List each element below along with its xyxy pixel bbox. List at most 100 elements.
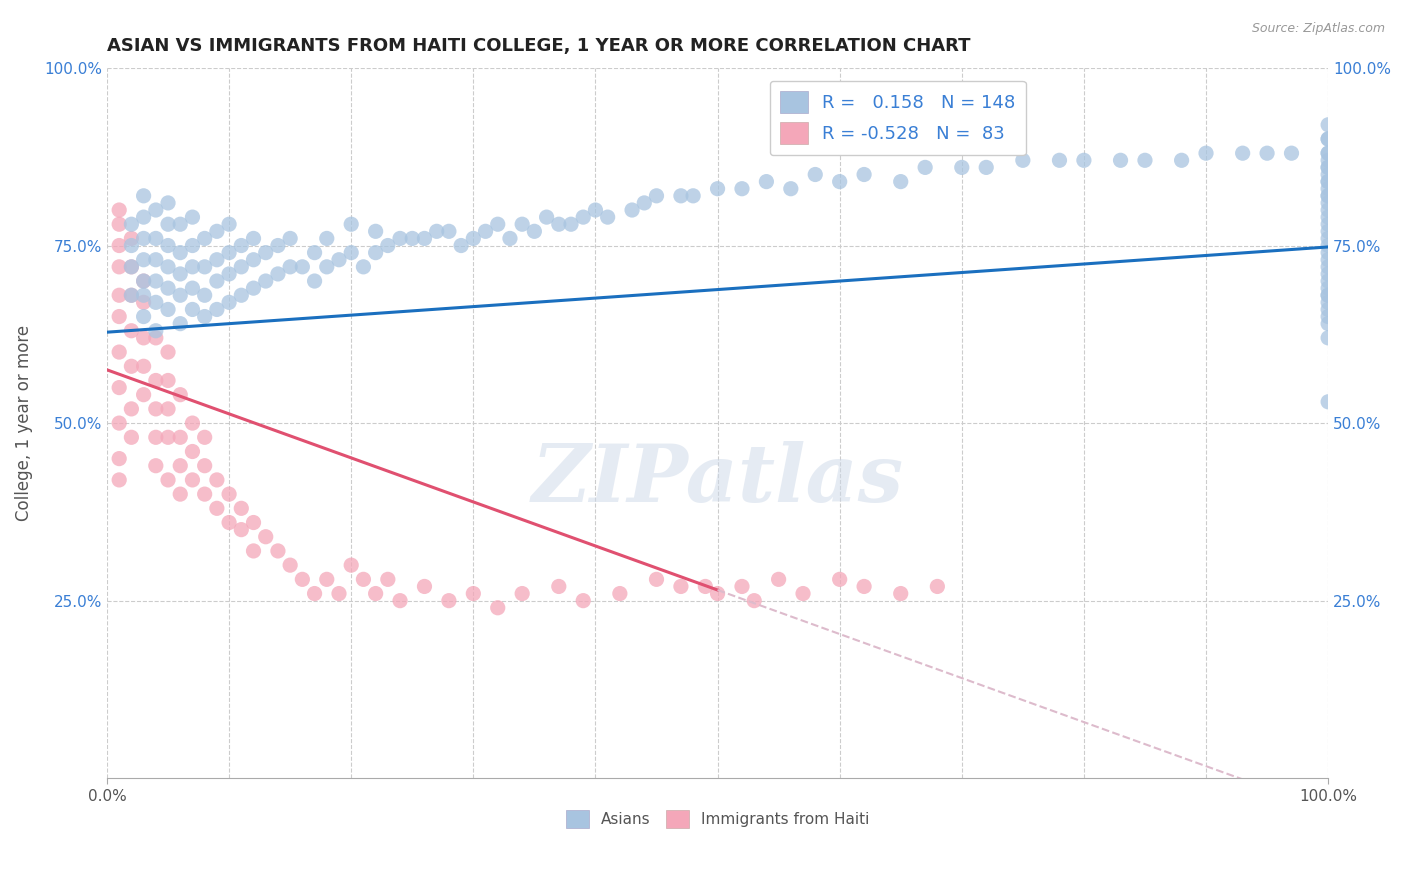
Point [278,558,301,573]
Point [1317,288,1340,302]
Point [1317,132,1340,146]
Point [853,579,876,593]
Point [254,245,277,260]
Point [463,586,485,600]
Point [145,274,167,288]
Point [1109,153,1132,168]
Point [120,238,142,252]
Point [267,544,290,558]
Point [1317,331,1340,345]
Point [621,202,644,217]
Point [669,189,692,203]
Point [486,600,509,615]
Point [157,345,180,359]
Point [1317,146,1340,161]
Point [181,281,204,295]
Point [695,579,717,593]
Point [108,416,131,430]
Point [278,231,301,245]
Point [157,473,180,487]
Point [572,593,595,607]
Point [1317,118,1340,132]
Point [120,430,142,444]
Point [1317,288,1340,302]
Point [169,387,191,401]
Point [132,295,155,310]
Point [706,182,728,196]
Point [218,245,240,260]
Point [291,572,314,586]
Point [437,593,460,607]
Point [596,210,619,224]
Point [1317,153,1340,168]
Point [132,274,155,288]
Point [1317,394,1340,409]
Point [974,161,997,175]
Point [742,593,765,607]
Point [231,260,253,274]
Point [890,175,912,189]
Point [328,252,350,267]
Point [1317,210,1340,224]
Point [278,260,301,274]
Point [1317,161,1340,175]
Point [315,260,337,274]
Point [205,274,228,288]
Point [1317,295,1340,310]
Point [169,245,191,260]
Point [242,544,264,558]
Point [731,579,754,593]
Point [108,310,131,324]
Point [1317,317,1340,331]
Point [437,224,460,238]
Point [157,195,180,210]
Point [169,487,191,501]
Point [340,217,363,231]
Point [1317,182,1340,196]
Point [1317,168,1340,182]
Point [120,359,142,374]
Point [315,231,337,245]
Point [169,288,191,302]
Point [731,182,754,196]
Point [108,381,131,395]
Point [218,487,240,501]
Point [1170,153,1192,168]
Point [1317,161,1340,175]
Point [169,267,191,281]
Point [1317,189,1340,203]
Point [474,224,496,238]
Point [120,260,142,274]
Point [157,401,180,416]
Point [377,572,399,586]
Point [547,579,569,593]
Point [132,310,155,324]
Point [218,295,240,310]
Point [364,224,387,238]
Point [389,231,412,245]
Point [1133,153,1156,168]
Point [340,558,363,573]
Point [1317,146,1340,161]
Point [1317,195,1340,210]
Point [157,374,180,388]
Point [194,430,217,444]
Point [486,217,509,231]
Point [254,530,277,544]
Point [169,458,191,473]
Point [1317,175,1340,189]
Point [231,288,253,302]
Point [157,281,180,295]
Point [523,224,546,238]
Point [108,288,131,302]
Point [304,274,326,288]
Point [499,231,522,245]
Point [267,267,290,281]
Point [669,579,692,593]
Point [218,217,240,231]
Point [377,238,399,252]
Point [927,579,949,593]
Point [108,345,131,359]
Point [572,210,595,224]
Text: ASIAN VS IMMIGRANTS FROM HAITI COLLEGE, 1 YEAR OR MORE CORRELATION CHART: ASIAN VS IMMIGRANTS FROM HAITI COLLEGE, … [107,37,970,55]
